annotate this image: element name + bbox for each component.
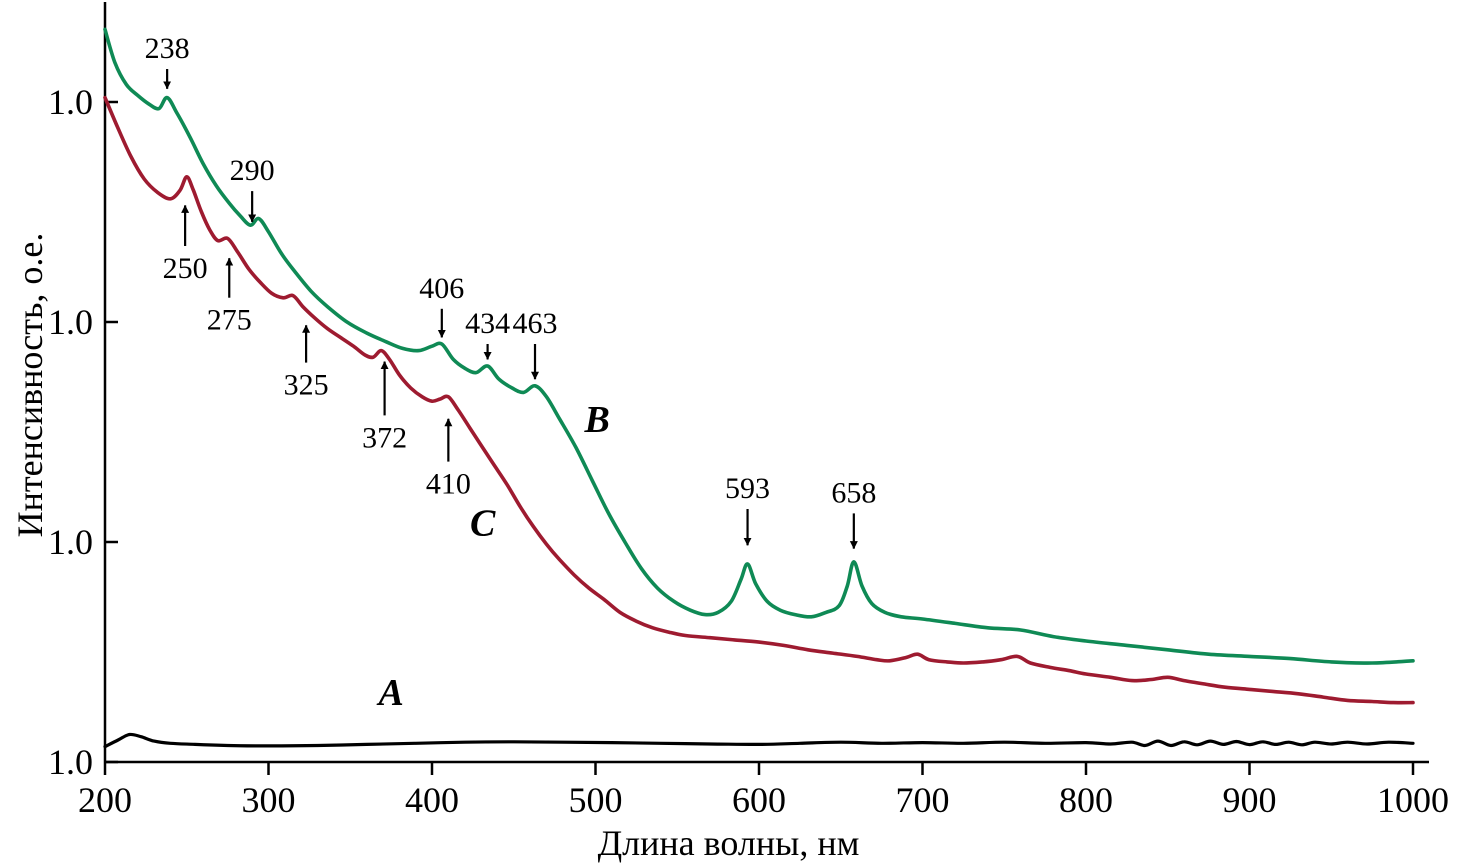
x-tick-label: 400 [405,780,459,820]
x-tick-label: 1000 [1377,780,1449,820]
curve-C [103,95,1415,705]
curve-A [103,732,1415,749]
annotation-label-463: 463 [513,307,558,340]
annotation-label-250: 250 [163,252,208,285]
y-tick-label: 1.0 [48,302,93,342]
curve-B [103,27,1415,665]
x-tick-label: 800 [1059,780,1113,820]
y-tick-label: 1.0 [48,742,93,782]
series-letter-B: B [583,399,609,441]
annotation-label-434: 434 [465,307,510,340]
annotation-label-372: 372 [362,421,407,454]
x-tick-label: 700 [896,780,950,820]
y-tick-label: 1.0 [48,82,93,122]
annotation-label-275: 275 [207,304,252,337]
x-tick-label: 600 [732,780,786,820]
annotation-label-406: 406 [419,272,464,305]
series-letter-C: C [470,502,496,544]
x-axis-title: Длина волны, нм [597,823,860,863]
x-tick-label: 500 [569,780,623,820]
y-tick-label: 1.0 [48,522,93,562]
annotation-label-593: 593 [725,472,770,505]
y-axis-title: Интенсивность, о.е. [10,232,50,538]
annotation-label-410: 410 [426,468,471,501]
annotation-label-290: 290 [230,154,275,187]
x-tick-label: 300 [242,780,296,820]
annotation-label-325: 325 [284,369,329,402]
x-tick-label: 200 [78,780,132,820]
x-tick-label: 900 [1223,780,1277,820]
series-letter-A: A [376,672,403,714]
annotation-label-658: 658 [831,476,876,509]
annotation-label-238: 238 [145,32,190,65]
